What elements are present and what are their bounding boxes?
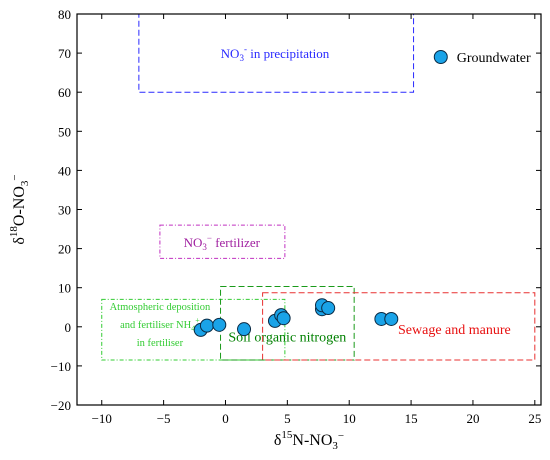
region-label-atmospheric-line: Atmospheric deposition <box>110 302 211 313</box>
y-tick-label: 40 <box>58 163 71 178</box>
y-tick-label: 20 <box>58 242 71 257</box>
region-label-atmospheric-line: and fertiliser NH4+ <box>120 316 200 333</box>
region-label-fertilizer: NO3− fertilizer <box>184 233 261 252</box>
y-tick-label: 50 <box>58 124 71 139</box>
y-tick-label: −20 <box>51 398 71 413</box>
y-tick-label: 80 <box>58 7 71 22</box>
data-points <box>193 298 399 337</box>
y-axis-label: δ18O-NO3− <box>8 174 31 244</box>
data-point <box>384 311 399 326</box>
region-label-soil: Soil organic nitrogen <box>228 331 346 346</box>
data-point <box>237 322 252 337</box>
region-precipitation: NO3- in precipitation <box>138 13 415 93</box>
x-tick-label: 5 <box>284 411 291 426</box>
region-box-atmospheric <box>101 298 286 361</box>
data-point <box>199 318 214 333</box>
data-point <box>321 301 336 316</box>
data-point <box>276 311 291 326</box>
x-axis-label: δ15N-NO3− <box>274 429 344 452</box>
legend-marker <box>433 50 448 65</box>
region-box-fertilizer <box>159 224 286 259</box>
data-point <box>212 317 227 332</box>
region-fertilizer: NO3− fertilizer <box>159 224 286 259</box>
legend: Groundwater <box>433 50 531 66</box>
x-tick-label: 15 <box>405 411 418 426</box>
y-tick-label: 30 <box>58 203 71 218</box>
x-tick-label: −10 <box>92 411 112 426</box>
region-box-sewage <box>262 292 536 361</box>
y-tick-label: 10 <box>58 281 71 296</box>
axis-ticks: −10 −5 0 5 10 15 20 25 −20 −10 0 10 20 30 40 50 60 70 80 <box>51 7 542 426</box>
x-tick-label: 10 <box>343 411 356 426</box>
region-sewage: Sewage and manure <box>262 292 536 361</box>
x-tick-label: −5 <box>157 411 171 426</box>
x-tick-label: 25 <box>528 411 541 426</box>
source-regions: NO3- in precipitation NO3− fertilizer Atmo… <box>101 13 536 361</box>
x-tick-label: 0 <box>222 411 229 426</box>
legend-label: Groundwater <box>457 51 531 66</box>
region-label-precipitation: NO3- in precipitation <box>221 44 330 63</box>
region-label-sewage: Sewage and manure <box>398 323 511 338</box>
y-tick-label: 60 <box>58 85 71 100</box>
x-tick-label: 20 <box>466 411 479 426</box>
region-label-atmospheric-line: in fertiliser <box>137 338 184 349</box>
y-tick-label: 70 <box>58 46 71 61</box>
region-atmospheric: Atmospheric deposition and fertiliser NH4… <box>101 298 286 361</box>
y-tick-label: 0 <box>65 320 72 335</box>
y-tick-label: −10 <box>51 359 71 374</box>
